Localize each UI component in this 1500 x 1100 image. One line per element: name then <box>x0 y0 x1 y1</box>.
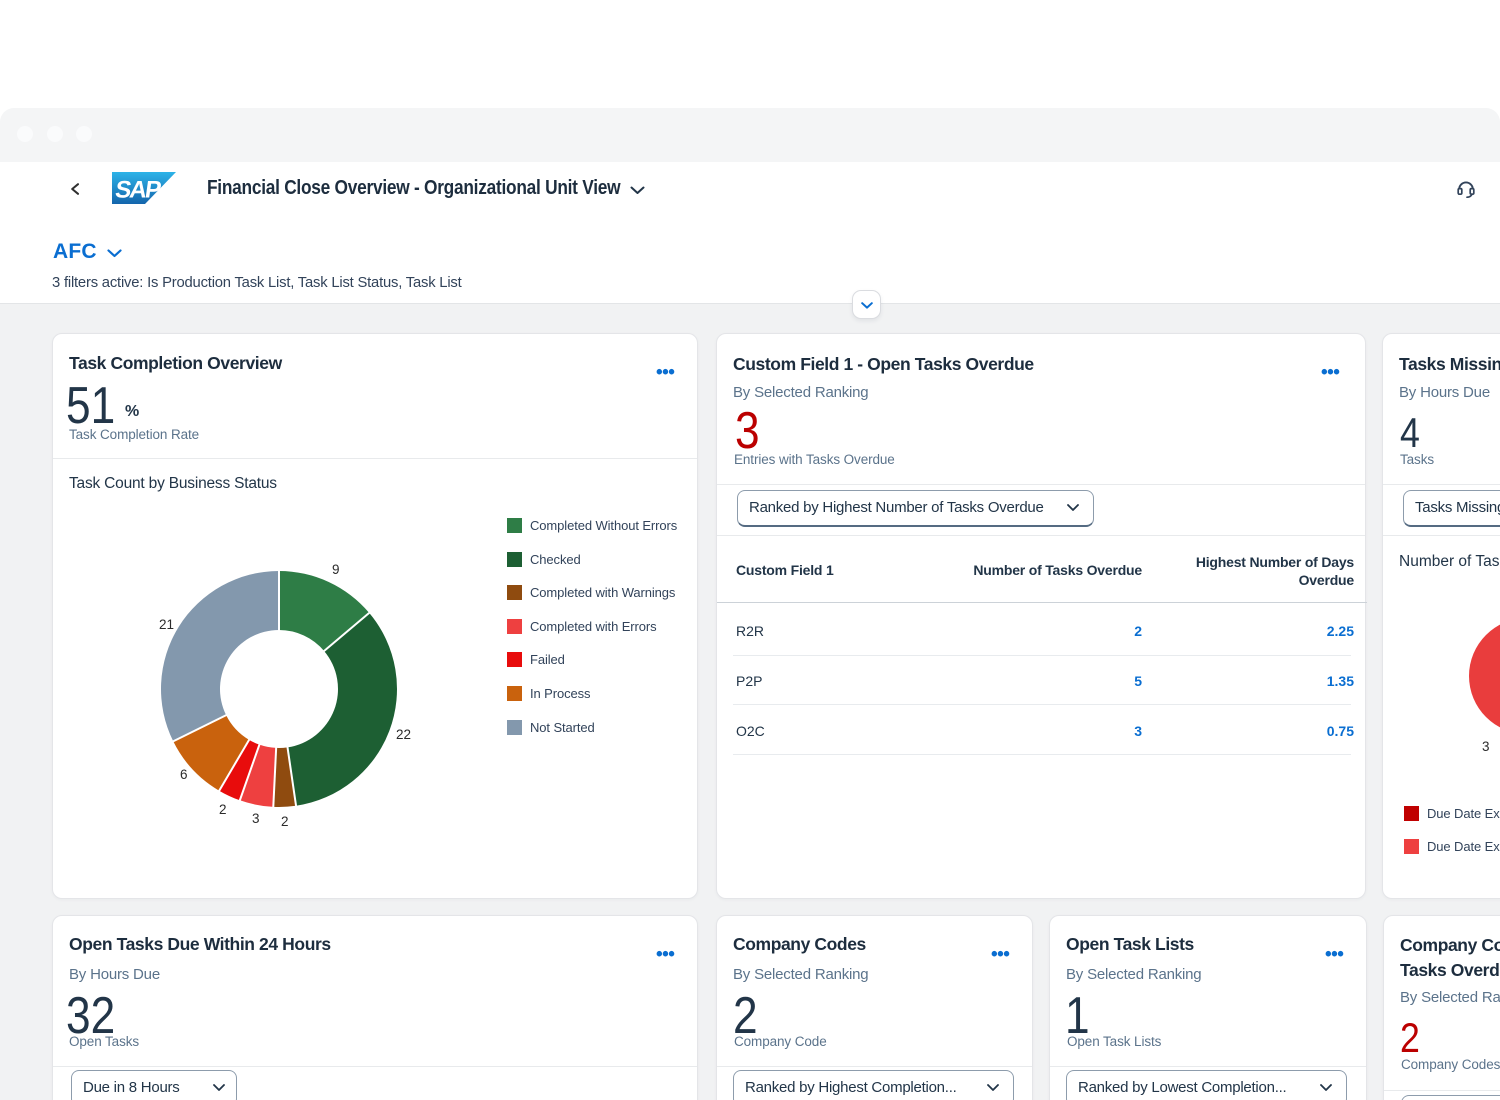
svg-text:SAP: SAP <box>114 177 163 204</box>
